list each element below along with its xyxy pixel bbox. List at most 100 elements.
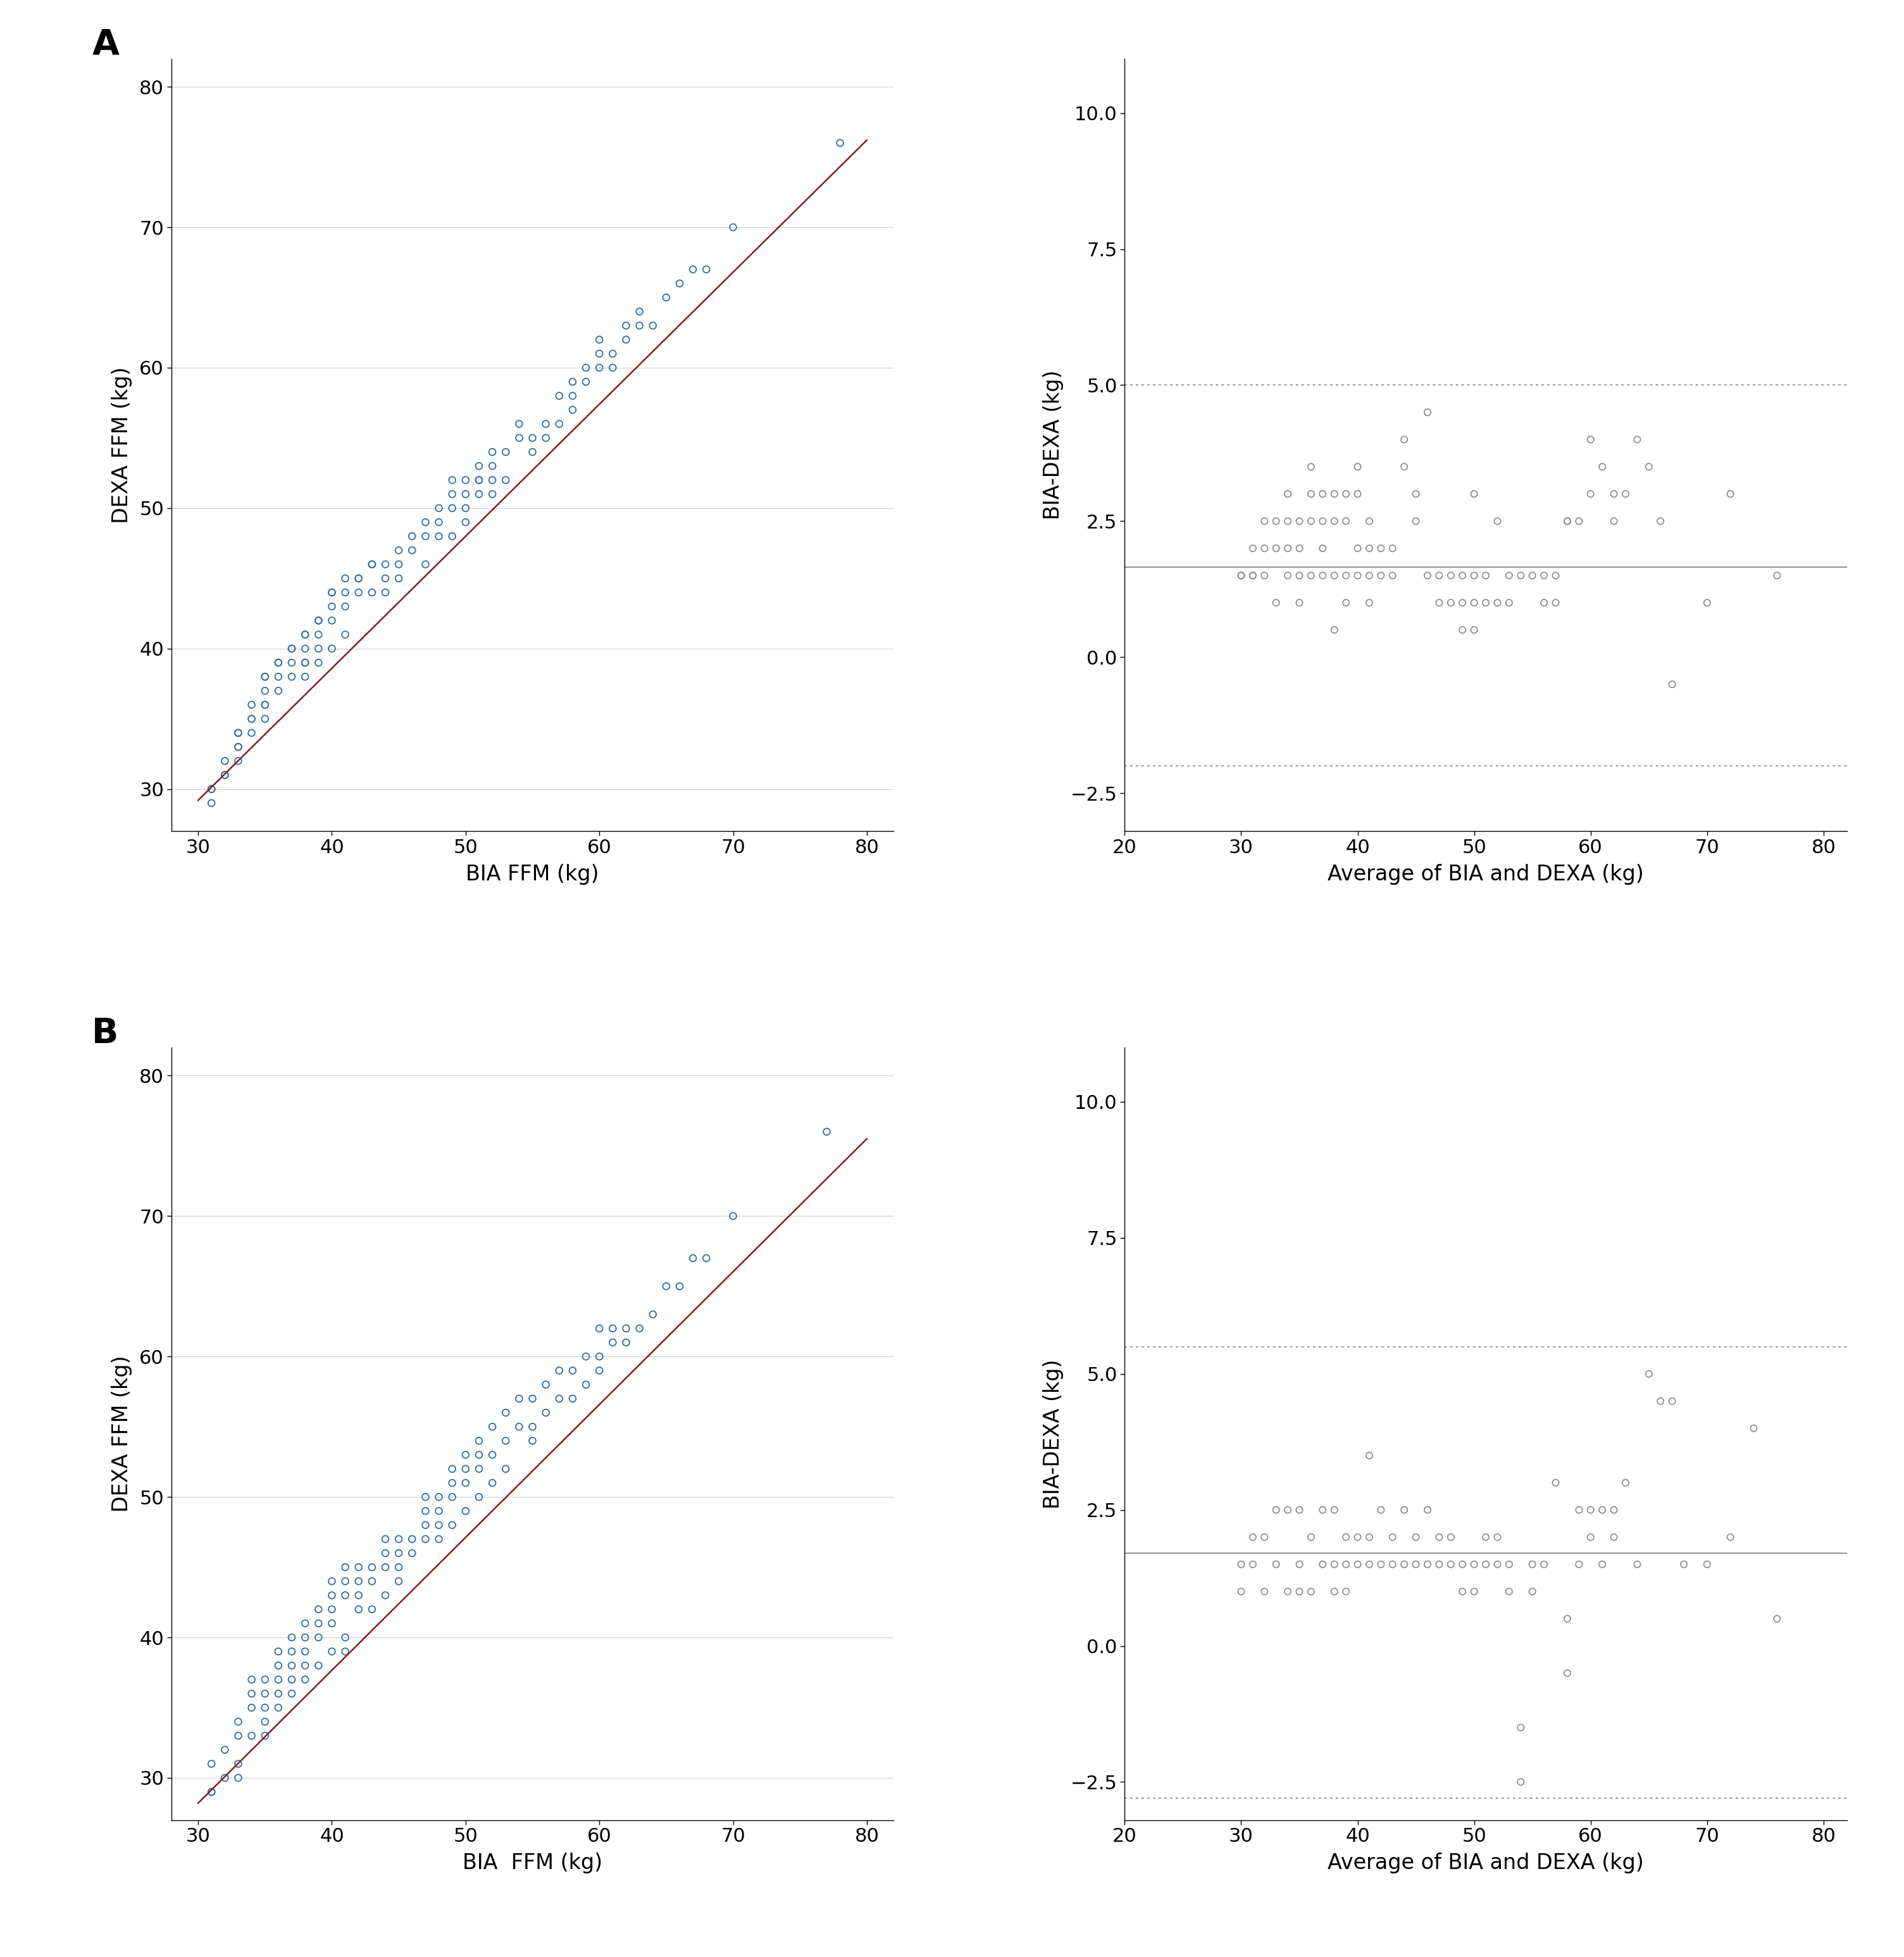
Point <box>1563 1548 1594 1579</box>
Point <box>1481 1521 1512 1552</box>
Point <box>289 1663 320 1695</box>
Point <box>1470 587 1500 618</box>
Point <box>451 1438 482 1470</box>
Point <box>1495 587 1525 618</box>
Point <box>1401 1548 1432 1579</box>
Point <box>1470 560 1500 591</box>
Point <box>451 1495 482 1526</box>
Point <box>369 1538 400 1570</box>
Point <box>1458 614 1489 646</box>
Point <box>558 393 588 425</box>
Point <box>651 1270 682 1301</box>
Point <box>303 1622 333 1654</box>
Point <box>236 716 267 748</box>
Point <box>1575 425 1605 456</box>
Point <box>316 632 347 663</box>
Point <box>289 1609 320 1640</box>
Point <box>329 564 360 595</box>
Point <box>1413 1548 1443 1579</box>
Point <box>478 436 508 468</box>
Point <box>249 1693 280 1724</box>
Point <box>409 1523 440 1554</box>
Point <box>1331 505 1361 536</box>
Point <box>1495 560 1525 591</box>
Point <box>423 521 453 552</box>
Point <box>491 436 522 468</box>
Point <box>383 1552 413 1583</box>
Point <box>276 632 307 663</box>
Point <box>1761 1603 1792 1634</box>
Point <box>329 1566 360 1597</box>
Point <box>465 464 495 495</box>
Point <box>1458 1575 1489 1607</box>
Point <box>1390 450 1420 481</box>
Point <box>1447 587 1478 618</box>
Point <box>343 1566 373 1597</box>
Point <box>491 1397 522 1429</box>
Point <box>1249 1521 1279 1552</box>
Point <box>1354 1548 1384 1579</box>
Point <box>438 478 468 509</box>
Point <box>396 534 426 566</box>
Point <box>1319 505 1350 536</box>
Point <box>1319 1548 1350 1579</box>
Point <box>1436 1548 1466 1579</box>
Point <box>478 1468 508 1499</box>
Point <box>598 1313 628 1344</box>
Point <box>1342 1521 1373 1552</box>
Point <box>545 1354 575 1386</box>
Point <box>223 1761 253 1793</box>
Point <box>438 1509 468 1540</box>
Point <box>1342 450 1373 481</box>
Point <box>1540 1468 1571 1499</box>
Point <box>343 577 373 609</box>
Point <box>451 507 482 538</box>
Point <box>236 689 267 720</box>
Point <box>1517 1548 1548 1579</box>
Point <box>465 1438 495 1470</box>
Point <box>638 309 668 341</box>
Point <box>1226 1548 1257 1579</box>
Point <box>585 339 615 370</box>
Point <box>1458 478 1489 509</box>
Point <box>1447 1548 1478 1579</box>
Point <box>1342 1548 1373 1579</box>
Point <box>196 1777 227 1808</box>
Point <box>223 746 253 777</box>
Point <box>316 1579 347 1611</box>
Point <box>598 1327 628 1358</box>
Point <box>811 1115 842 1147</box>
Text: B: B <box>91 1016 118 1051</box>
Point <box>1611 478 1641 509</box>
Point <box>1470 1521 1500 1552</box>
Point <box>1331 560 1361 591</box>
Point <box>1517 560 1548 591</box>
Point <box>611 325 642 356</box>
Point <box>718 1200 748 1231</box>
Point <box>289 618 320 650</box>
Point <box>343 1552 373 1583</box>
Point <box>1283 560 1314 591</box>
Point <box>263 1677 293 1708</box>
Point <box>316 591 347 622</box>
Point <box>249 1663 280 1695</box>
Point <box>1716 1521 1746 1552</box>
Point <box>276 1663 307 1695</box>
Point <box>1424 560 1455 591</box>
Point <box>196 1777 227 1808</box>
Point <box>236 1720 267 1752</box>
Point <box>343 564 373 595</box>
Point <box>1458 587 1489 618</box>
Point <box>289 1636 320 1667</box>
Point <box>1260 532 1291 564</box>
Point <box>276 648 307 679</box>
Point <box>263 648 293 679</box>
Point <box>1249 505 1279 536</box>
Point <box>1297 1575 1327 1607</box>
Point <box>1436 1521 1466 1552</box>
Point <box>1481 587 1512 618</box>
Point <box>491 464 522 495</box>
Point <box>664 1270 695 1301</box>
Point <box>691 254 722 286</box>
X-axis label: Average of BIA and DEXA (kg): Average of BIA and DEXA (kg) <box>1327 1853 1643 1873</box>
